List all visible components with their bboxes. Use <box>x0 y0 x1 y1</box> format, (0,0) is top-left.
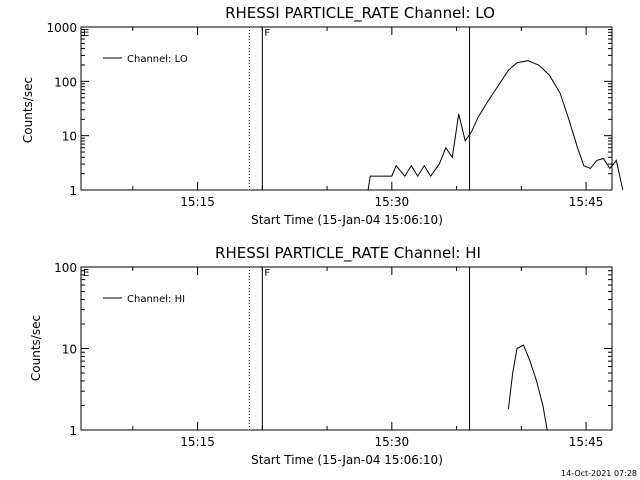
x-tick-label: 15:15 <box>180 195 215 209</box>
hi-axis-ticks: 15:1515:3015:4516:0016:1516:3016:4511010… <box>54 261 612 449</box>
y-tick-label: 100 <box>54 261 77 275</box>
lo-chart-title: RHESSI PARTICLE_RATE Channel: LO <box>225 4 495 23</box>
hi-legend: Channel: HI <box>103 294 185 305</box>
y-tick-label: 10 <box>62 343 77 357</box>
lo-axis-ticks: 15:1515:3015:4516:0016:1516:3016:4511010… <box>46 21 612 209</box>
y-tick-label: 1 <box>69 184 77 198</box>
x-tick-label: 15:45 <box>569 195 604 209</box>
hi-plot-frame <box>80 266 613 431</box>
y-tick-label: 100 <box>54 75 77 89</box>
y-tick-label: 1 <box>69 424 77 438</box>
hi-y-axis-label: Counts/sec <box>29 315 43 381</box>
lo-channel-panel: RHESSI PARTICLE_RATE Channel: LO Counts/… <box>21 4 624 227</box>
flag-label: E <box>83 28 89 39</box>
hi-marker-lines: EFE <box>83 267 471 430</box>
hi-x-axis-label: Start Time (15-Jan-04 15:06:10) <box>251 453 443 467</box>
hi-chart-title: RHESSI PARTICLE_RATE Channel: HI <box>215 244 481 263</box>
lo-x-axis-label: Start Time (15-Jan-04 15:06:10) <box>251 213 443 227</box>
flag-label: F <box>264 28 270 39</box>
x-tick-label: 15:45 <box>569 435 604 449</box>
y-tick-label: 1000 <box>46 21 77 35</box>
lo-plot-frame <box>80 26 613 191</box>
y-tick-label: 10 <box>62 130 77 144</box>
flag-label: E <box>83 268 89 279</box>
hi-legend-label: Channel: HI <box>127 294 185 305</box>
x-tick-label: 15:15 <box>180 435 215 449</box>
lo-marker-lines: EFE <box>83 27 471 190</box>
lo-legend-label: Channel: LO <box>127 54 188 65</box>
x-tick-label: 15:30 <box>375 435 410 449</box>
flag-label: F <box>264 268 270 279</box>
hi-data-lines <box>507 344 548 431</box>
lo-legend: Channel: LO <box>103 54 188 65</box>
series-line <box>367 60 624 191</box>
lo-y-axis-label: Counts/sec <box>21 77 35 143</box>
series-line <box>507 344 548 431</box>
lo-data-lines <box>367 60 624 191</box>
x-tick-label: 15:30 <box>375 195 410 209</box>
footer-timestamp: 14-Oct-2021 07:28 <box>561 469 637 478</box>
hi-channel-panel: RHESSI PARTICLE_RATE Channel: HI Counts/… <box>29 244 613 467</box>
